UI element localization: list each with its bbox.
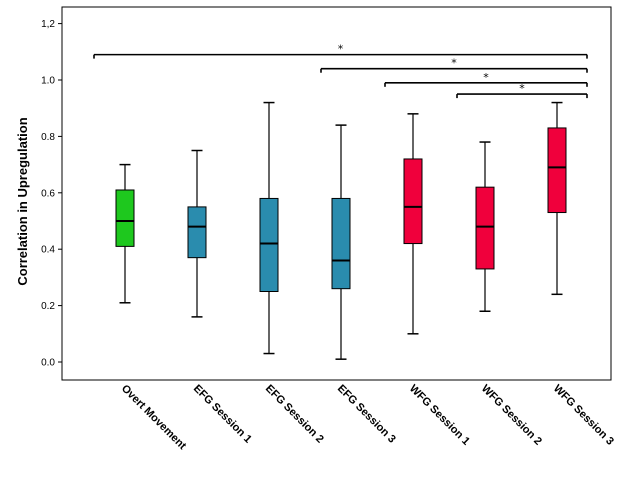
category-label: WFG Session 3 — [551, 383, 616, 448]
y-tick-label: 1.0 — [41, 76, 55, 87]
category-label: EFG Session 3 — [335, 383, 398, 446]
y-axis-title: Correlation in Upregulation — [15, 117, 30, 285]
box-1 — [187, 206, 207, 259]
box-0 — [115, 189, 135, 247]
category-label: Overt Movement — [119, 383, 189, 453]
box-6 — [547, 127, 567, 214]
significance-star: * — [483, 71, 489, 84]
category-label: WFG Session 1 — [407, 383, 472, 448]
box-2 — [259, 197, 279, 292]
significance-star: * — [519, 82, 525, 95]
box-4 — [403, 158, 423, 245]
significance-star: * — [451, 57, 457, 70]
y-tick-label: 1,2 — [41, 19, 55, 30]
category-label: WFG Session 2 — [479, 383, 544, 448]
y-tick-label: 0.4 — [41, 245, 55, 256]
y-tick-label: 0.0 — [41, 358, 55, 369]
y-tick-label: 0.6 — [41, 188, 55, 199]
category-label: EFG Session 1 — [191, 383, 254, 446]
category-label: EFG Session 2 — [263, 383, 326, 446]
y-tick-label: 0.8 — [41, 132, 55, 143]
significance-star: * — [338, 43, 344, 56]
box-3 — [331, 197, 351, 290]
plot-frame — [61, 6, 612, 381]
box-5 — [475, 186, 495, 270]
y-tick-label: 0.2 — [41, 301, 55, 312]
